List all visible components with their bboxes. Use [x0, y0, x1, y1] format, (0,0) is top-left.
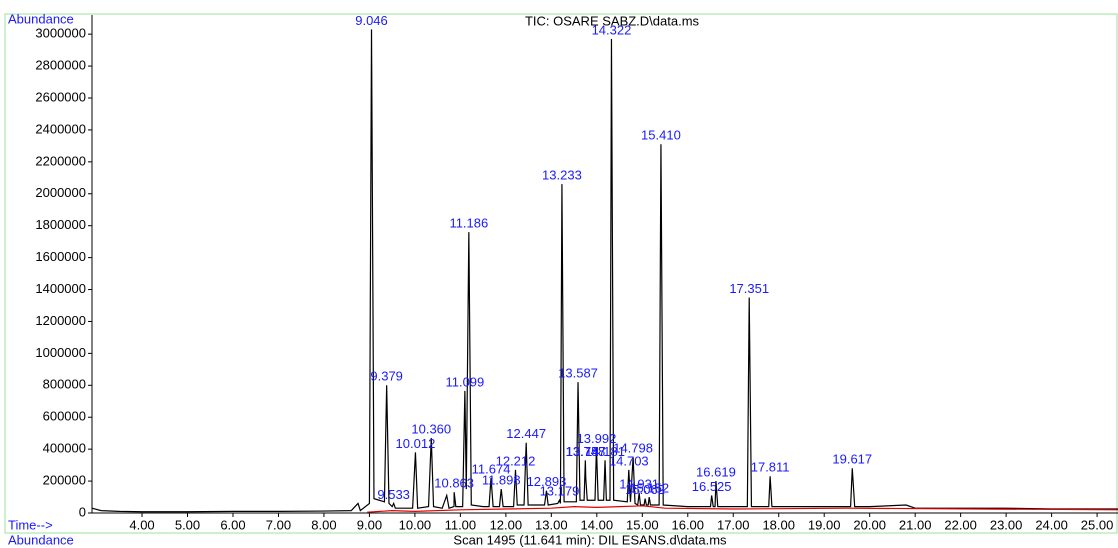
peak-label: 17.811 [751, 460, 790, 475]
y-tick-label: 3000000 [35, 26, 86, 41]
x-tick-label: 24.00 [1035, 517, 1068, 532]
y-tick-label: 400000 [43, 441, 86, 456]
y-tick-label: 200000 [43, 473, 86, 488]
y-tick-label: 1000000 [35, 345, 86, 360]
x-tick-label: 7.00 [266, 517, 291, 532]
x-tick-label: 6.00 [220, 517, 245, 532]
x-tick-label: 15.00 [626, 517, 659, 532]
y-tick-label: 1400000 [35, 281, 86, 296]
peak-label: 13.757 [566, 444, 606, 459]
y-tick-label: 2000000 [35, 185, 86, 200]
x-tick-label: 9.00 [357, 517, 382, 532]
y-axis-label: Abundance [8, 11, 74, 26]
y-tick-label: 2800000 [35, 58, 86, 73]
x-tick-label: 25.00 [1081, 517, 1114, 532]
x-tick-label: 18.00 [762, 517, 795, 532]
y-tick-label: 2200000 [35, 153, 86, 168]
peak-label: 15.152 [629, 480, 669, 495]
peak-label: 19.617 [832, 452, 872, 467]
peak-label: 15.410 [641, 128, 681, 143]
x-tick-label: 22.00 [944, 517, 977, 532]
x-tick-label: 13.00 [535, 517, 568, 532]
peak-label: 13.233 [542, 168, 582, 183]
peak-label: 16.525 [692, 479, 732, 494]
x-tick-label: 21.00 [899, 517, 932, 532]
peak-label: 16.619 [696, 465, 736, 480]
peak-label: 13.992 [577, 431, 617, 446]
x-tick-label: 14.00 [581, 517, 614, 532]
footer-label: Abundance [8, 532, 74, 547]
y-tick-label: 1600000 [35, 249, 86, 264]
x-tick-label: 4.00 [129, 517, 154, 532]
x-tick-label: 5.00 [175, 517, 200, 532]
x-tick-label: 10.00 [399, 517, 432, 532]
chart-title: TIC: OSARE SABZ.D\data.ms [525, 13, 700, 28]
x-axis-label: Time--> [8, 517, 53, 532]
peak-label: 10.863 [434, 476, 474, 491]
y-tick-label: 2400000 [35, 121, 86, 136]
peak-label: 13.587 [558, 366, 598, 381]
peak-label: 14.703 [609, 453, 649, 468]
peak-label: 17.351 [729, 281, 769, 296]
y-tick-label: 1200000 [35, 313, 86, 328]
x-tick-label: 17.00 [717, 517, 750, 532]
peak-label: 13.748 [565, 444, 605, 459]
y-tick-label: 800000 [43, 377, 86, 392]
peak-label: 14.181 [585, 444, 625, 459]
peak-label: 13.179 [540, 484, 580, 499]
peak-label: 11.099 [445, 374, 484, 389]
x-tick-label: 23.00 [990, 517, 1023, 532]
x-tick-label: 19.00 [808, 517, 841, 532]
peak-label: 11.186 [449, 216, 488, 231]
x-tick-label: 16.00 [671, 517, 704, 532]
peak-label: 14.322 [592, 22, 632, 37]
peak-label: 12.447 [506, 426, 546, 441]
peak-label: 9.533 [377, 487, 410, 502]
x-tick-label: 11.00 [445, 517, 477, 532]
peak-label: 12.212 [496, 453, 536, 468]
y-tick-label: 0 [79, 504, 86, 519]
peak-label: 15.062 [625, 482, 665, 497]
peak-label: 12.893 [527, 474, 567, 489]
peak-label: 14.798 [613, 441, 653, 456]
peak-label: 10.360 [411, 421, 451, 436]
peak-label: 9.046 [355, 13, 388, 28]
y-tick-label: 2600000 [35, 89, 86, 104]
peak-label: 10.012 [396, 436, 436, 451]
peak-label: 11.674 [472, 461, 511, 476]
y-tick-label: 600000 [43, 409, 86, 424]
trace [91, 29, 1118, 513]
x-tick-label: 12.00 [490, 517, 523, 532]
x-tick-label: 20.00 [853, 517, 886, 532]
frame [4, 13, 1118, 534]
peak-label: 11.898 [482, 472, 521, 487]
trace [367, 505, 1118, 513]
peak-label: 14.931 [619, 476, 659, 491]
footer: Scan 1495 (11.641 min): DIL ESANS.d\data… [453, 532, 727, 547]
peak-label: 9.379 [370, 369, 403, 384]
x-tick-label: 8.00 [311, 517, 336, 532]
y-tick-label: 1800000 [35, 217, 86, 232]
